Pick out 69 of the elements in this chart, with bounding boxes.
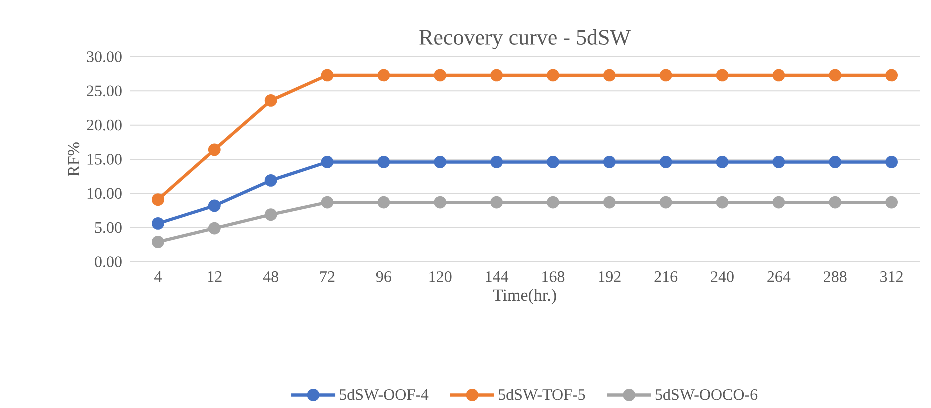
y-tick-label: 5.00 [95, 222, 122, 234]
point [772, 156, 786, 168]
point [829, 156, 842, 168]
point [434, 156, 447, 168]
x-tick-label: 72 [320, 272, 335, 282]
point [264, 94, 278, 107]
point [772, 69, 786, 82]
x-tick-label: 312 [880, 272, 903, 282]
x-tick-label: 4 [154, 272, 162, 282]
y-tick-label: 10.00 [88, 188, 122, 200]
x-tick-label: 168 [542, 272, 565, 282]
x-tick-label: 12 [208, 272, 222, 282]
y-tick-label: 25.00 [87, 86, 122, 97]
point [603, 196, 616, 209]
x-tick-label: 240 [711, 272, 734, 282]
x-tick-label: 120 [430, 272, 452, 282]
point [434, 69, 447, 82]
y-axis-title: RF% [68, 142, 80, 176]
x-tick-label: 216 [654, 272, 678, 282]
point [152, 194, 164, 206]
chart-title: Recovery curve - 5dSW [420, 29, 631, 50]
point [264, 174, 278, 187]
point [378, 69, 390, 82]
point [378, 156, 390, 168]
point [152, 236, 164, 248]
legend-label: 5dSW-TOF-5 [499, 388, 586, 400]
point [434, 196, 447, 209]
point [547, 196, 560, 209]
x-tick-label: 48 [263, 272, 278, 282]
point [321, 196, 334, 209]
y-tick-label: 15.00 [88, 154, 122, 165]
point [716, 196, 729, 209]
point [208, 200, 221, 212]
legend-label: 5dSW-OOF-4 [340, 388, 429, 400]
point [660, 156, 672, 168]
point [264, 208, 278, 222]
point [829, 69, 842, 82]
point [490, 69, 503, 82]
point [547, 156, 560, 168]
x-tick-label: 192 [599, 272, 621, 282]
point [886, 196, 898, 209]
point [490, 156, 503, 168]
y-tick-label: 20.00 [87, 120, 122, 131]
point [208, 222, 221, 235]
y-tick-label: 30.00 [87, 52, 122, 62]
point [660, 69, 672, 82]
x-axis-title: Time(hr.) [493, 289, 556, 305]
legend-label: 5dSW-OOCO-6 [656, 388, 758, 400]
point [716, 156, 729, 168]
y-tick-label: 0.00 [95, 256, 122, 268]
point [547, 69, 560, 82]
point [660, 196, 672, 209]
point [772, 196, 786, 209]
point [321, 69, 334, 82]
point [152, 218, 164, 230]
point [603, 156, 616, 168]
x-tick-label: 288 [824, 272, 847, 282]
point [603, 69, 616, 82]
point [490, 196, 503, 209]
point [886, 156, 898, 168]
point [716, 69, 729, 82]
point [829, 196, 842, 209]
x-tick-label: 264 [768, 272, 791, 282]
point [208, 144, 221, 156]
point [321, 156, 334, 168]
point [378, 196, 390, 209]
x-tick-label: 144 [486, 272, 509, 282]
x-tick-label: 96 [376, 272, 392, 282]
point [886, 69, 898, 82]
